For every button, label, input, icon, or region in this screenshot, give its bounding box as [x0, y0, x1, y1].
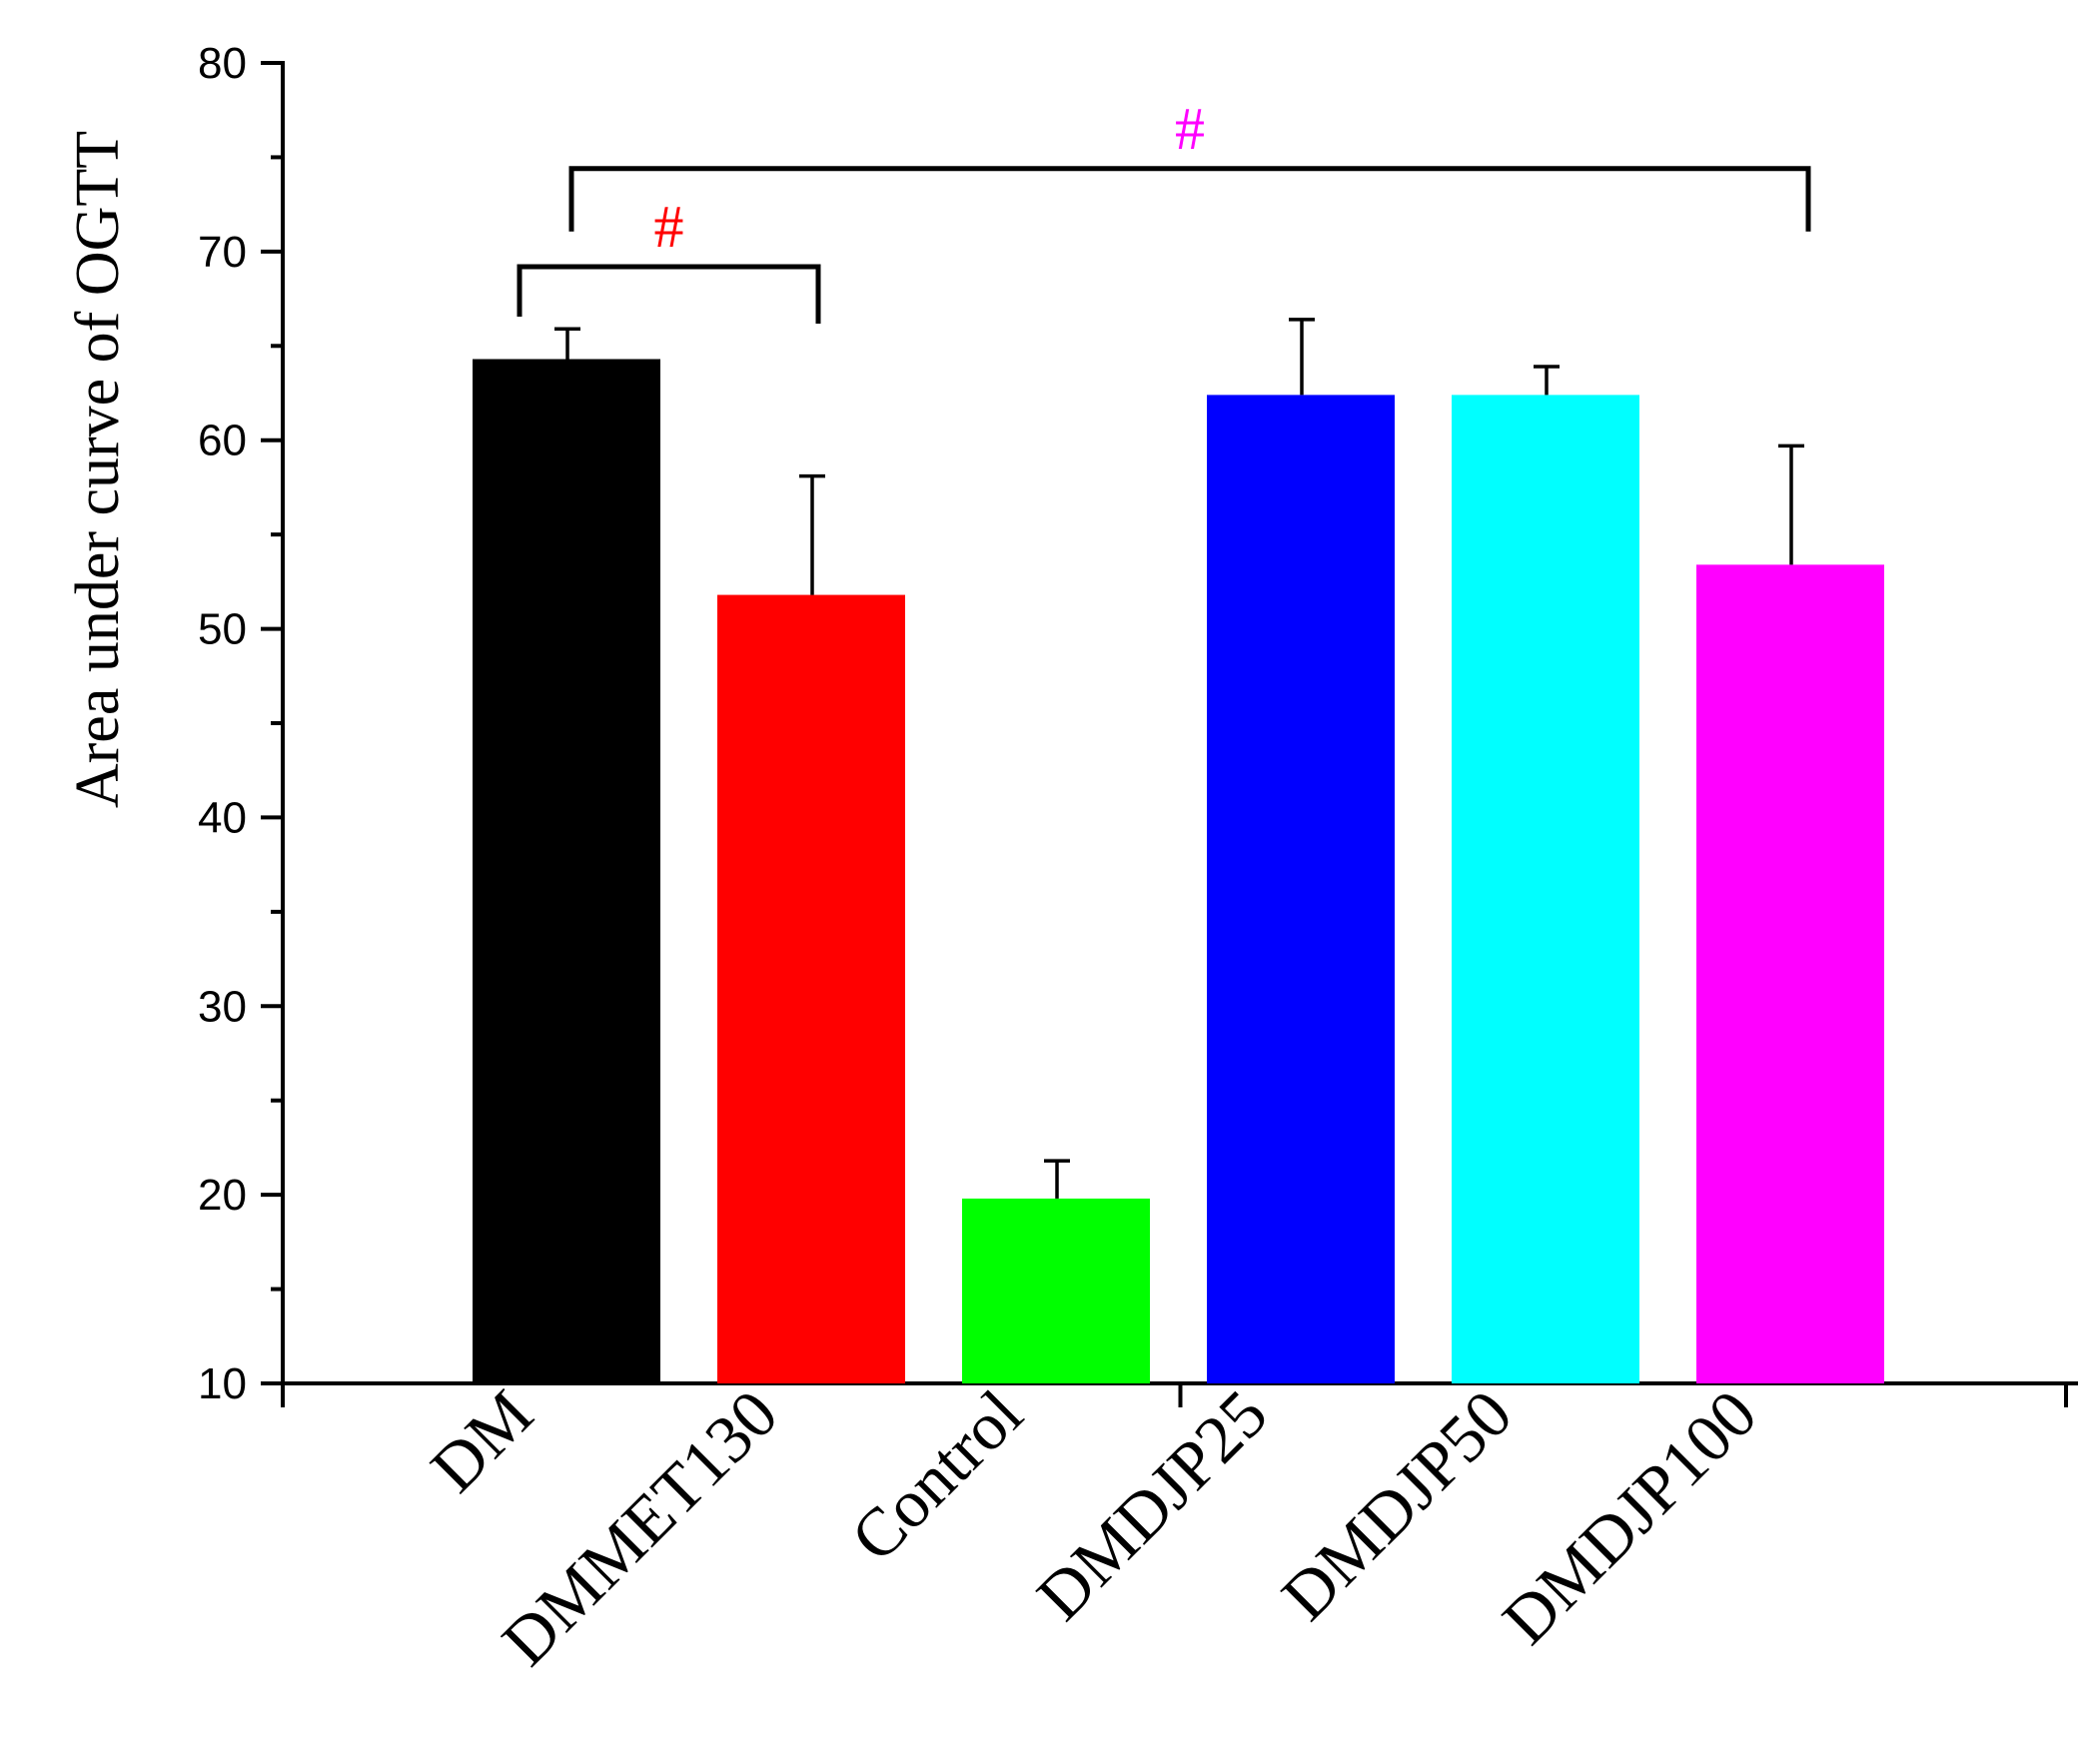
y-tick-label: 80 — [198, 39, 247, 88]
x-tick-label: DMDJP50 — [1267, 1375, 1526, 1634]
y-tick-label: 20 — [198, 1171, 247, 1220]
bar-dmdjp50 — [1452, 395, 1639, 1384]
x-tick-label: DM — [416, 1375, 546, 1506]
bar-dmmet130 — [717, 594, 905, 1383]
bar-dm — [473, 359, 660, 1383]
bar-dmdjp100 — [1696, 564, 1884, 1383]
y-tick-label: 40 — [198, 793, 247, 842]
y-tick-label: 70 — [198, 228, 247, 277]
y-tick-label: 60 — [198, 417, 247, 465]
x-tick-label: Control — [836, 1375, 1037, 1576]
y-axis-title: Area under curve of OGTT — [64, 131, 132, 808]
bar-dmdjp25 — [1207, 395, 1395, 1384]
y-tick-label: 50 — [198, 605, 247, 654]
y-tick-label: 30 — [198, 982, 247, 1031]
bar-control — [962, 1198, 1150, 1383]
significance-mark: # — [1175, 96, 1205, 162]
significance-bracket — [568, 166, 1811, 232]
x-tick-label: DMDJP100 — [1488, 1375, 1771, 1659]
significance-mark: # — [654, 194, 684, 260]
y-tick-label: 10 — [198, 1359, 247, 1408]
x-tick-label: DMDJP25 — [1022, 1375, 1281, 1634]
significance-bracket — [517, 264, 821, 324]
